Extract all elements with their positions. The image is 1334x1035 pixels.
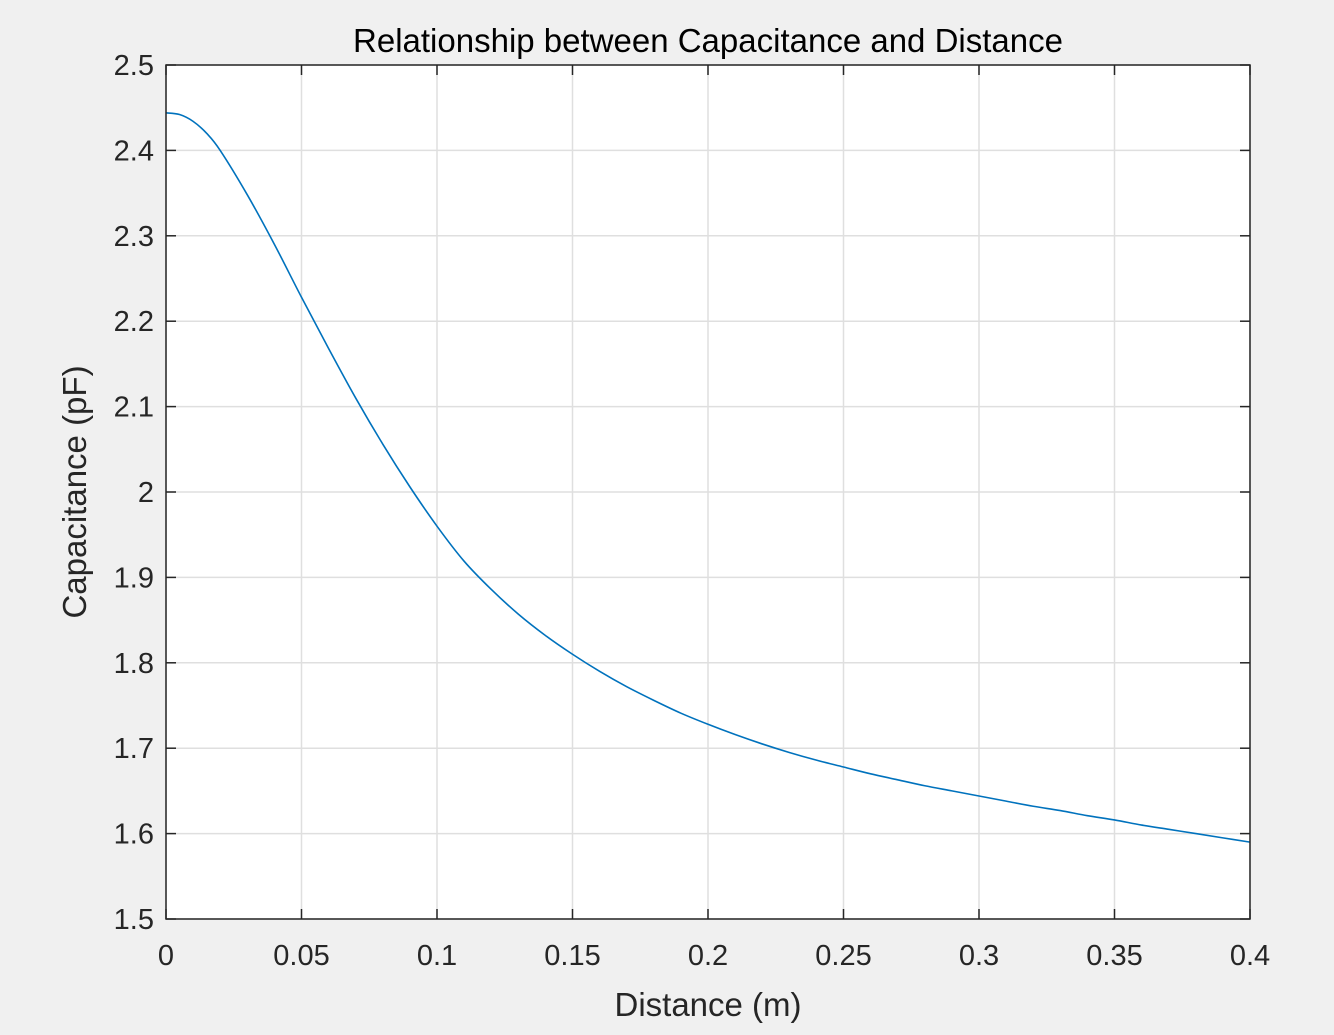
y-tick-label: 2.5 [114, 50, 154, 82]
y-tick-labels: 1.5 1.6 1.7 1.8 1.9 2 2.1 2.2 2.3 2.4 2.5 [114, 50, 154, 936]
y-tick-label: 1.8 [114, 648, 154, 680]
x-tick-label: 0.05 [273, 940, 329, 972]
x-tick-label: 0.15 [544, 940, 600, 972]
y-tick-label: 2.4 [114, 135, 154, 167]
series-layer [165, 112, 1251, 843]
y-tick-label: 2.3 [114, 221, 154, 253]
x-tick-label: 0.3 [959, 940, 999, 972]
x-tick-label: 0.1 [417, 940, 457, 972]
y-tick-label: 2.2 [114, 306, 154, 338]
x-tick-labels: 0 0.05 0.1 0.15 0.2 0.25 0.3 0.35 0.4 [158, 940, 1270, 972]
y-tick-label: 2 [138, 477, 154, 509]
y-tick-label: 1.6 [114, 819, 154, 851]
chart-title: Relationship between Capacitance and Dis… [353, 22, 1063, 59]
x-axis-label: Distance (m) [614, 986, 801, 1023]
y-tick-label: 1.7 [114, 733, 154, 765]
y-tick-label: 1.9 [114, 562, 154, 594]
x-tick-label: 0.4 [1230, 940, 1270, 972]
series-line-0 [165, 112, 1251, 843]
x-tick-label: 0 [158, 940, 174, 972]
axes-box [165, 64, 1251, 920]
x-tick-label: 0.25 [815, 940, 871, 972]
y-axis-label: Capacitance (pF) [56, 365, 93, 618]
y-tick-label: 2.1 [114, 392, 154, 424]
x-tick-label: 0.35 [1086, 940, 1142, 972]
y-tick-label: 1.5 [114, 904, 154, 936]
x-tick-label: 0.2 [688, 940, 728, 972]
